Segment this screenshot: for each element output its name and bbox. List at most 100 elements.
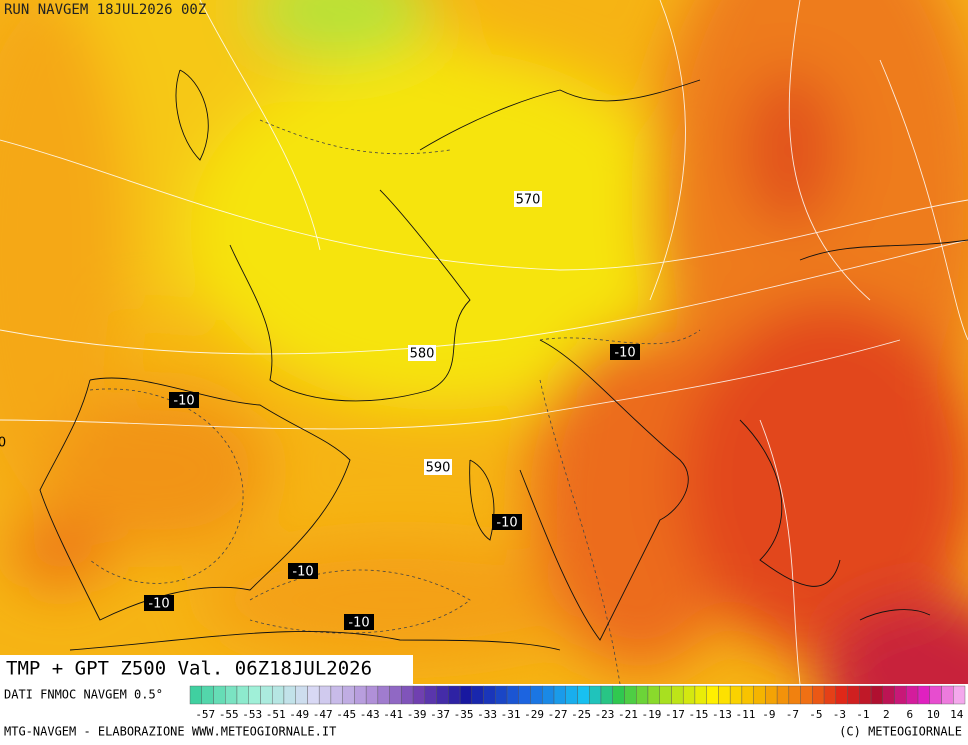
colorbar-swatch [906, 685, 919, 705]
product-box [0, 655, 413, 685]
colorbar-tick-label: -1 [856, 708, 869, 721]
contour-label-box [514, 191, 542, 207]
colorbar-swatch [671, 685, 684, 705]
colorbar-swatch [542, 685, 555, 705]
colorbar-swatch [847, 685, 860, 705]
colorbar-swatch [201, 685, 214, 705]
colorbar-tick-label: 14 [950, 708, 964, 721]
colorbar-swatch [260, 685, 273, 705]
isotherm-label: -10 [292, 565, 313, 580]
isohypse-label: 590 [426, 461, 451, 476]
colorbar-tick-label: -29 [524, 708, 544, 721]
colorbar-swatch [741, 685, 754, 705]
colorbar-swatch [882, 685, 895, 705]
colorbar-swatch [800, 685, 813, 705]
contour-label-box [492, 514, 522, 530]
colorbar-swatch [659, 685, 672, 705]
colorbar-swatch [953, 685, 966, 705]
colorbar-swatch [236, 685, 249, 705]
colorbar-swatch [459, 685, 473, 705]
colorbar-tick-label: -35 [454, 708, 474, 721]
colorbar-tick-label: 10 [927, 708, 940, 721]
colorbar-swatch [577, 685, 590, 705]
colorbar-tick-label: -27 [548, 708, 568, 721]
colorbar-tick-label: 2 [883, 708, 890, 721]
colorbar-swatch [706, 685, 719, 705]
colorbar-swatch [565, 685, 578, 705]
contour-label-box [344, 614, 374, 630]
colorbar-tick-label: -41 [383, 708, 403, 721]
colorbar-tick-label: -31 [501, 708, 521, 721]
contour-label-box [169, 392, 199, 408]
colorbar-swatch [424, 685, 437, 705]
data-source: DATI FNMOC NAVGEM 0.5° [4, 688, 163, 702]
colorbar-swatch [612, 685, 625, 705]
colorbar-swatch [894, 685, 907, 705]
colorbar-tick-label: -39 [407, 708, 427, 721]
colorbar-swatch [213, 685, 226, 705]
colorbar-swatch [624, 685, 637, 705]
colorbar-swatch [765, 685, 778, 705]
colorbar-tick-label: -7 [786, 708, 799, 721]
colorbar-tick-label: -47 [313, 708, 333, 721]
colorbar-swatch [330, 685, 343, 705]
colorbar-tick-label: -55 [219, 708, 239, 721]
run-title: RUN NAVGEM 18JUL2026 00Z [4, 2, 206, 18]
colorbar-swatch [823, 685, 837, 705]
contour-label-box [288, 563, 318, 579]
isotherm-label: -10 [173, 394, 194, 409]
colorbar-swatch [318, 685, 332, 705]
isotherm-label: -10 [348, 616, 369, 631]
colorbar-swatch [812, 685, 825, 705]
colorbar-tick-label: -57 [195, 708, 215, 721]
colorbar-tick-label: 6 [906, 708, 913, 721]
colorbar-swatch [389, 685, 402, 705]
colorbar-swatch [917, 685, 930, 705]
isotherm-label: -10 [496, 516, 517, 531]
colorbar-tick-label: -11 [735, 708, 755, 721]
colorbar-swatch [448, 685, 461, 705]
colorbar-swatch [271, 685, 285, 705]
colorbar-swatch [835, 685, 848, 705]
colorbar-swatch [776, 685, 790, 705]
colorbar-swatch [600, 685, 613, 705]
colorbar-tick-label: -15 [689, 708, 709, 721]
colorbar-swatch [941, 685, 954, 705]
colorbar-swatch [471, 685, 484, 705]
colorbar-tick-label: -19 [642, 708, 662, 721]
isotherm-label: -10 [148, 597, 169, 612]
colorbar-tick-label: -3 [833, 708, 846, 721]
colorbar-tick-label: -43 [360, 708, 380, 721]
colorbar-swatch [859, 685, 872, 705]
colorbar-swatch [589, 685, 602, 705]
colorbar-tick-label: -17 [665, 708, 685, 721]
isohypse-label: 580 [410, 347, 435, 362]
colorbar-swatch [412, 685, 426, 705]
colorbar-swatch [718, 685, 731, 705]
colorbar-swatch [636, 685, 649, 705]
colorbar-tick-label: -25 [571, 708, 591, 721]
isohypse-label: 0 [0, 436, 6, 451]
colorbar-swatch [295, 685, 308, 705]
colorbar-swatch [870, 685, 884, 705]
colorbar-tick-label: -51 [266, 708, 286, 721]
contour-label-box [610, 344, 640, 360]
colorbar-swatch [518, 685, 531, 705]
product-title: TMP + GPT Z500 Val. 06Z18JUL2026 [6, 658, 372, 680]
colorbar-tick-label: -21 [618, 708, 638, 721]
colorbar-tick-label: -9 [762, 708, 775, 721]
colorbar-swatch [929, 685, 942, 705]
colorbar-swatch [682, 685, 696, 705]
colorbar-swatch [506, 685, 519, 705]
contour-label-box [408, 345, 436, 361]
colorbar-tick-label: -37 [430, 708, 450, 721]
colorbar-tick-label: -45 [336, 708, 356, 721]
colorbar-tick-label: -13 [712, 708, 732, 721]
colorbar-swatch [483, 685, 496, 705]
contour-label-box [144, 595, 174, 611]
colorbar-swatch [694, 685, 707, 705]
colorbar-swatch [377, 685, 390, 705]
colorbar-tick-label: -5 [809, 708, 822, 721]
